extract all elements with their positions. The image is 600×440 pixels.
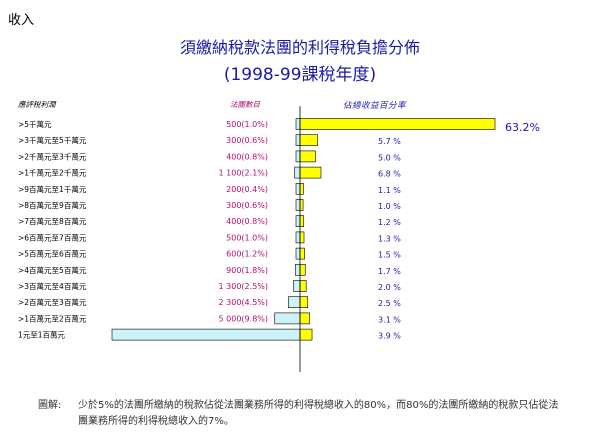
right-bar — [299, 312, 310, 325]
percent-label: 3.9 % — [378, 332, 401, 341]
left-bar — [293, 280, 301, 292]
percent-label: 3.1 % — [378, 315, 401, 324]
category-label: >1百萬元至2百萬元 — [18, 313, 87, 323]
percent-label: 63.2% — [505, 121, 540, 134]
right-bar — [299, 183, 304, 195]
note-label: 圖解: — [38, 400, 62, 411]
category-label: >5千萬元 — [18, 119, 52, 129]
percent-header: 佔總收益百分率 — [343, 101, 407, 111]
percent-label: 5.0 % — [378, 153, 401, 162]
percent-label: 1.2 % — [378, 218, 401, 227]
chart-title: 須繳納稅款法團的利得稅負擔分佈 — [179, 38, 420, 57]
left-bar — [295, 215, 301, 227]
left-bar — [295, 199, 301, 211]
right-bar — [299, 166, 322, 179]
category-label: >5百萬元至6百萬元 — [18, 249, 87, 259]
right-bar — [299, 263, 306, 276]
right-bar — [299, 328, 313, 341]
count-label: 400(0.8%) — [226, 217, 268, 226]
category-label: >2百萬元至3百萬元 — [18, 297, 87, 307]
percent-label: 1.3 % — [378, 234, 401, 243]
right-bar — [299, 118, 496, 130]
category-header: 應評稅利潤 — [18, 100, 56, 109]
percent-label: 6.8 % — [378, 170, 401, 179]
left-bar — [111, 328, 301, 341]
count-label: 200(0.4%) — [226, 185, 268, 194]
category-label: >4百萬元至5百萬元 — [18, 265, 87, 275]
count-label: 500(1.0%) — [226, 120, 268, 129]
right-bar — [299, 247, 305, 260]
count-label: 1 100(2.1%) — [219, 169, 268, 178]
count-label: 2 300(4.5%) — [219, 298, 268, 307]
category-label: >7百萬元至8百萬元 — [18, 216, 87, 226]
category-label: >6百萬元至7百萬元 — [18, 232, 87, 242]
count-label: 1 300(2.5%) — [219, 282, 268, 291]
percent-label: 2.5 % — [378, 299, 401, 308]
count-label: 500(1.0%) — [226, 233, 268, 242]
note-text: 少於5%的法團所繳納的稅款佔從法團業務所得的利得稅總收入的80%，而80%的法團… — [78, 400, 559, 427]
right-bar — [299, 231, 305, 244]
count-label: 400(0.8%) — [226, 152, 268, 161]
right-bar — [299, 134, 318, 146]
right-bar — [299, 296, 309, 309]
left-bar — [295, 183, 301, 195]
right-bar — [299, 150, 316, 163]
right-bar — [299, 280, 307, 292]
right-bar — [299, 215, 305, 227]
left-bar — [295, 134, 301, 146]
percent-label: 2.0 % — [378, 283, 401, 292]
category-label: >2千萬元至3千萬元 — [18, 151, 87, 161]
left-bar — [295, 231, 301, 244]
category-label: >3千萬元至5千萬元 — [18, 135, 87, 145]
corner-label: 收入 — [8, 13, 35, 28]
count-label: 5 000(9.8%) — [219, 314, 268, 323]
left-bar — [295, 118, 301, 130]
chart-subtitle: (1998-99課稅年度) — [223, 65, 377, 85]
count-label: 300(0.6%) — [226, 201, 268, 210]
left-bar — [294, 166, 301, 179]
percent-label: 1.1 % — [378, 186, 401, 195]
right-bar — [299, 199, 304, 211]
count-label: 900(1.8%) — [226, 266, 268, 275]
category-label: 1元至1百萬元 — [18, 330, 66, 340]
percent-label: 1.7 % — [378, 267, 401, 276]
category-label: >1千萬元至2千萬元 — [18, 168, 87, 178]
category-label: >9百萬元至1千萬元 — [18, 184, 87, 194]
left-bar — [295, 247, 301, 260]
percent-label: 5.7 % — [378, 137, 401, 146]
count-label: 600(1.2%) — [226, 250, 268, 259]
left-bar — [295, 150, 301, 163]
count-header: 法團數目 — [230, 100, 260, 109]
left-bar — [295, 263, 301, 276]
left-bar — [288, 296, 301, 309]
left-bar — [274, 312, 301, 325]
percent-label: 1.5 % — [378, 251, 401, 260]
category-label: >3百萬元至4百萬元 — [18, 281, 87, 291]
category-label: >8百萬元至9百萬元 — [18, 200, 87, 210]
count-label: 300(0.6%) — [226, 136, 268, 145]
percent-label: 1.0 % — [378, 202, 401, 211]
